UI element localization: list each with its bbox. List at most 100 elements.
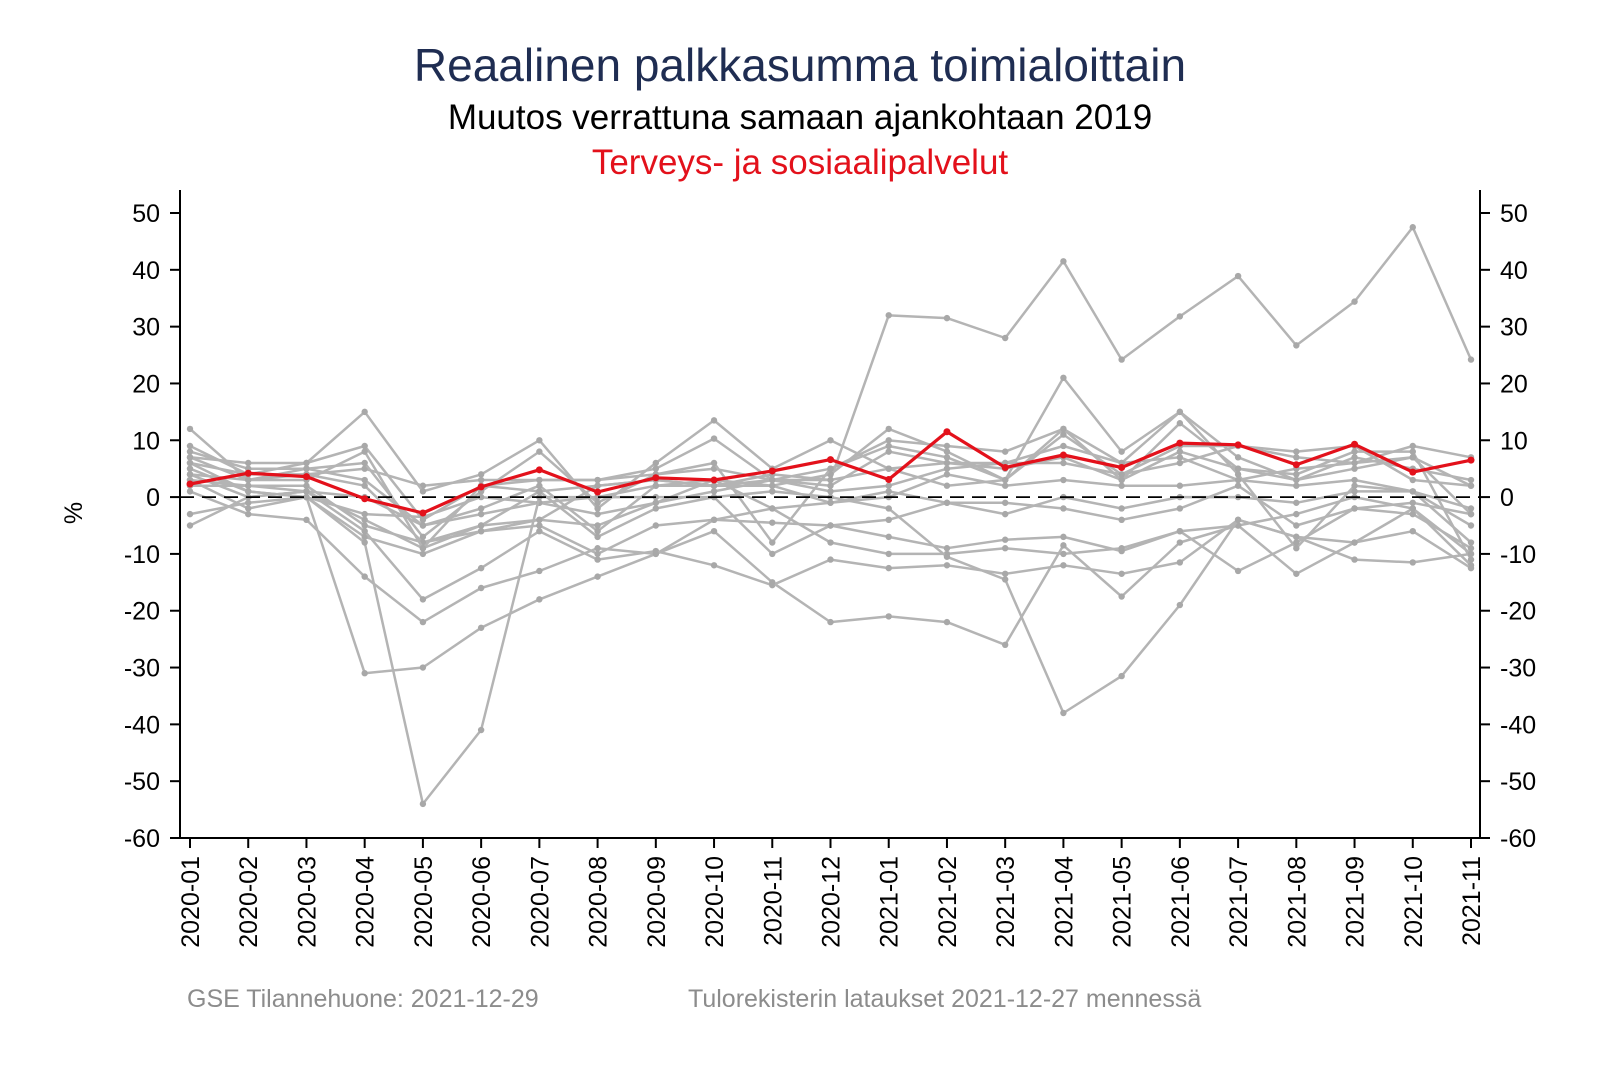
highlight-series-group: [186, 428, 1475, 517]
y-tick-label-right: 10: [1500, 427, 1528, 455]
background-series-point: [245, 510, 252, 518]
background-series-point: [769, 579, 776, 586]
background-series-point: [943, 562, 951, 569]
background-series-point: [943, 545, 951, 552]
background-series-point: [1351, 448, 1358, 455]
background-series-point: [1467, 505, 1475, 512]
background-series-point: [361, 573, 368, 580]
background-series-point: [1409, 448, 1416, 455]
background-series-point: [827, 499, 834, 506]
background-series-point: [536, 437, 543, 444]
background-series-point: [652, 465, 660, 472]
background-series-point: [710, 417, 718, 424]
background-series-point: [1409, 488, 1416, 495]
y-tick-label-left: 10: [132, 427, 160, 455]
highlight-series-point: [943, 428, 951, 436]
chart-subtitle: Muutos verrattuna samaan ajankohtaan 201…: [447, 98, 1153, 137]
background-series-point: [1001, 641, 1009, 649]
background-series-point: [1351, 298, 1358, 305]
footer-data-note: Tulorekisterin lataukset 2021-12-27 menn…: [688, 985, 1202, 1013]
background-series-point: [943, 442, 951, 450]
background-series-point: [1176, 408, 1184, 416]
y-tick-label-right: 0: [1500, 484, 1514, 512]
background-series-point: [1001, 570, 1009, 577]
background-series-point: [477, 564, 485, 572]
highlight-series-point: [652, 474, 660, 482]
background-series-point: [1118, 471, 1125, 478]
background-series-point: [477, 584, 485, 592]
background-series-point: [303, 488, 310, 495]
background-series-point: [477, 527, 485, 535]
background-series-point: [769, 550, 776, 558]
background-series-point: [1001, 576, 1009, 583]
background-series-point: [536, 596, 543, 603]
background-series-point: [303, 482, 310, 489]
background-series-point: [361, 448, 368, 455]
background-series-point: [303, 493, 310, 501]
background-series-point: [652, 499, 660, 506]
background-series-point: [1293, 510, 1300, 518]
background-series-point: [186, 488, 194, 495]
x-tick-label: 2021-10: [1400, 856, 1428, 948]
background-series-point: [710, 488, 718, 495]
x-tick-label: 2021-06: [1167, 856, 1195, 948]
x-tick-label: 2020-03: [293, 856, 321, 948]
background-series-point: [827, 488, 834, 495]
background-series-point: [885, 516, 892, 524]
background-series-point: [652, 550, 660, 558]
background-series-point: [1001, 476, 1009, 484]
background-series-point: [1234, 476, 1242, 484]
background-series-point: [769, 539, 776, 546]
background-series-point: [594, 499, 601, 506]
background-series-point: [1467, 510, 1475, 518]
x-tick-label: 2020-05: [410, 856, 438, 948]
background-series-point: [1234, 465, 1242, 472]
x-tick-label: 2020-12: [818, 856, 846, 948]
background-series-point: [1060, 431, 1067, 438]
background-series-point: [1467, 550, 1475, 558]
background-series-point: [477, 505, 485, 512]
background-series-point: [1176, 601, 1184, 609]
highlight-series-point: [1467, 456, 1475, 464]
background-series-point: [943, 482, 951, 489]
highlight-series-point: [419, 509, 427, 517]
background-series-point: [885, 482, 892, 489]
highlight-series-label: Terveys- ja sosiaalipalvelut: [591, 143, 1009, 182]
background-series-point: [361, 670, 368, 677]
background-series-point: [361, 408, 368, 416]
background-series-point: [710, 562, 718, 569]
background-series-point: [186, 459, 194, 467]
background-series-point: [536, 516, 543, 524]
background-series-point: [594, 522, 601, 529]
background-series-point: [1467, 539, 1475, 546]
y-tick-label-right: 40: [1500, 257, 1528, 285]
background-series-point: [361, 539, 368, 546]
background-series-point: [361, 459, 368, 467]
x-tick-label: 2020-11: [759, 856, 787, 946]
highlight-series-point: [1118, 464, 1126, 472]
highlight-series-point: [1001, 464, 1009, 472]
y-tick-label-right: 20: [1500, 370, 1528, 398]
background-series-point: [652, 505, 660, 512]
background-series-point: [186, 510, 194, 518]
highlight-series-point: [1059, 451, 1067, 459]
background-series-point: [1118, 672, 1125, 680]
y-tick-label-left: 40: [132, 257, 160, 285]
y-tick-label-left: 0: [146, 484, 160, 512]
background-series-point: [1176, 505, 1184, 512]
background-series-point: [885, 564, 892, 572]
highlight-series-point: [1409, 468, 1417, 476]
background-series-point: [1118, 476, 1125, 484]
background-series-point: [1409, 559, 1416, 566]
background-series-point: [594, 505, 601, 512]
background-series-point: [1351, 482, 1358, 489]
background-series-point: [361, 527, 368, 535]
highlight-series-point: [768, 467, 776, 475]
axes-group: 50 50 40 40 30 30 20 20 10 10 0 0 -10 -10 -20 -20 -30 -30…: [124, 190, 1536, 948]
background-series-point: [594, 556, 601, 563]
x-tick-label: 2020-08: [585, 856, 613, 948]
y-tick-label-right: -30: [1500, 655, 1536, 683]
background-series-point: [1176, 420, 1184, 427]
background-series-point: [1001, 536, 1009, 543]
background-series-point: [885, 533, 892, 541]
